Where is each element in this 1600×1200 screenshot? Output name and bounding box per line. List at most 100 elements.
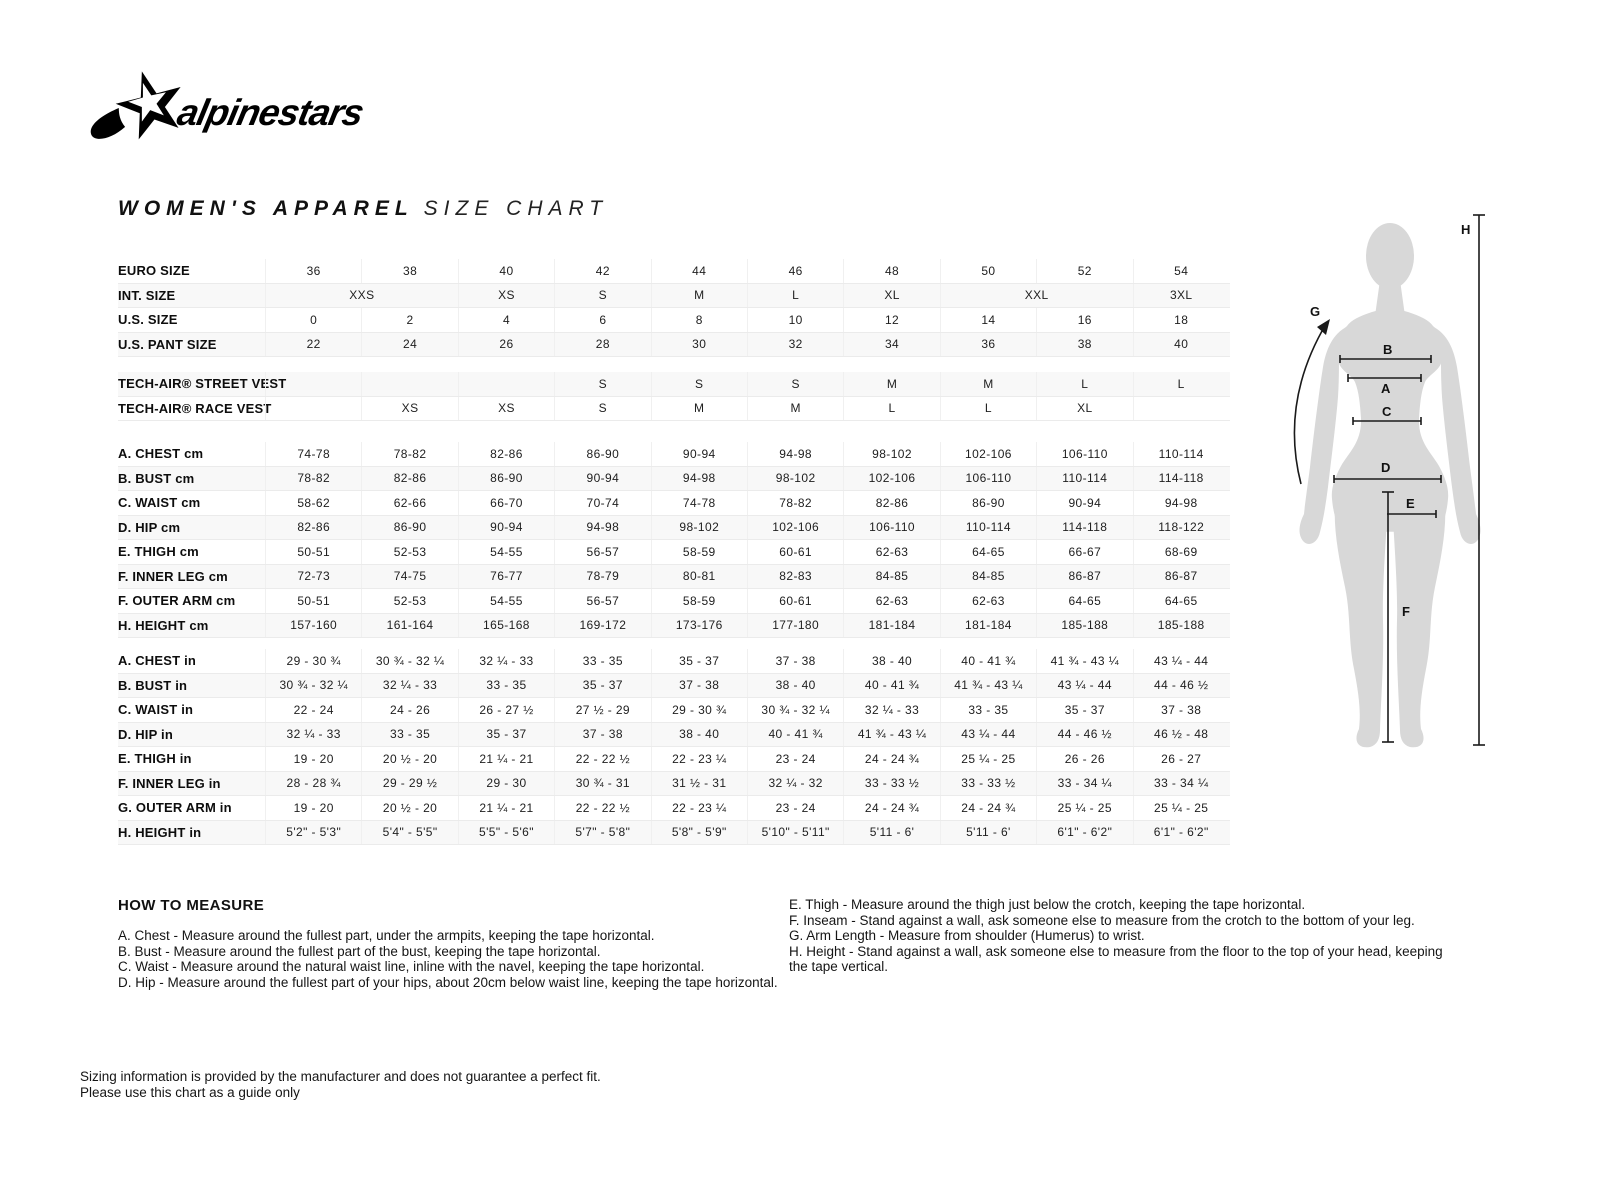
size-cell: 68-69 <box>1132 540 1229 564</box>
size-cell: 36 <box>265 259 361 283</box>
size-cell: 32 ¼ - 33 <box>457 649 554 673</box>
size-cell: 31 ½ - 31 <box>650 771 747 795</box>
size-cell: 56-57 <box>554 589 650 613</box>
table-row: B. BUST in 30 ¾ - 32 ¼ 32 ¼ - 33 33 - 35 35 … <box>118 673 1230 698</box>
size-cell: 52 <box>1036 259 1132 283</box>
row-label: TECH-AIR® STREET VEST <box>118 376 287 392</box>
table-row: EURO SIZE 36 38 40 42 44 46 48 50 52 54 <box>118 259 1230 284</box>
size-cell: 19 - 20 <box>265 747 361 771</box>
row-label: A. CHEST in <box>118 653 197 669</box>
size-cell: 37 - 38 <box>650 673 747 697</box>
row-label: H. HEIGHT in <box>118 824 202 840</box>
size-cell: 44 <box>650 259 747 283</box>
size-cell: 177-180 <box>746 613 843 637</box>
size-cell: 38 <box>361 259 457 283</box>
size-cell: 102-106 <box>939 442 1036 466</box>
size-cell: 102-106 <box>746 515 843 539</box>
size-cell: 94-98 <box>554 515 650 539</box>
size-cell: 40 - 41 ¾ <box>939 649 1036 673</box>
size-cell: 157-160 <box>265 613 361 637</box>
size-cell: 30 ¾ - 32 ¼ <box>746 698 843 722</box>
row-label: F. INNER LEG cm <box>118 568 228 584</box>
size-cell: 78-79 <box>554 564 650 588</box>
disclaimer-line-1: Sizing information is provided by the ma… <box>80 1069 601 1084</box>
size-cell: 20 ½ - 20 <box>361 747 457 771</box>
size-cell: 94-98 <box>746 442 843 466</box>
size-cell: 90-94 <box>650 442 747 466</box>
size-cell: 82-83 <box>746 564 843 588</box>
size-cell: L <box>1036 372 1132 396</box>
size-cell: 25 ¼ - 25 <box>939 747 1036 771</box>
row-label: E. THIGH cm <box>118 544 199 560</box>
size-cell: 86-90 <box>361 515 457 539</box>
size-cell: 181-184 <box>843 613 939 637</box>
size-cell: 28 <box>554 332 650 356</box>
size-cell: 21 ¼ - 21 <box>457 796 554 820</box>
size-cell: 26 - 26 <box>1036 747 1132 771</box>
size-cell: 48 <box>843 259 939 283</box>
row-label: C. WAIST in <box>118 702 194 718</box>
size-cell: S <box>554 396 650 420</box>
size-cell: 16 <box>1036 308 1132 332</box>
size-cell: 74-75 <box>361 564 457 588</box>
size-cell: 32 ¼ - 33 <box>843 698 939 722</box>
size-cell: 50 <box>939 259 1036 283</box>
size-cell: 46 ½ - 48 <box>1132 722 1229 746</box>
size-cell: 169-172 <box>554 613 650 637</box>
size-cell: 54 <box>1132 259 1229 283</box>
row-label: H. HEIGHT cm <box>118 617 209 633</box>
page-title-sub: SIZE CHART <box>423 197 609 220</box>
measure-instruction: E. Thigh - Measure around the thigh just… <box>789 897 1306 912</box>
figure-label-H: H <box>1461 222 1470 237</box>
size-cell: 23 - 24 <box>746 796 843 820</box>
row-label: G. OUTER ARM in <box>118 800 232 816</box>
size-cell: 4 <box>457 308 554 332</box>
row-label: E. THIGH in <box>118 751 192 767</box>
size-cell: 32 ¼ - 33 <box>361 673 457 697</box>
size-cell: 33 - 35 <box>554 649 650 673</box>
table-row: U.S. PANT SIZE 22 24 26 28 30 32 34 36 38 40 <box>118 332 1230 357</box>
size-cell: XXL <box>939 283 1133 307</box>
table-row: A. CHEST cm 74-78 78-82 82-86 86-90 90-94 94-9… <box>118 442 1230 467</box>
size-cell: 14 <box>939 308 1036 332</box>
size-cell: 22 <box>265 332 361 356</box>
size-cell: 56-57 <box>554 540 650 564</box>
size-cell: 58-62 <box>265 491 361 515</box>
table-row: TECH-AIR® RACE VEST XS XS S M M L L XL <box>118 396 1230 421</box>
size-cell: 98-102 <box>843 442 939 466</box>
size-cell: XL <box>1036 396 1132 420</box>
size-cell: 33 - 33 ½ <box>843 771 939 795</box>
size-cell: 30 ¾ - 32 ¼ <box>265 673 361 697</box>
row-label: B. BUST cm <box>118 470 195 486</box>
table-row: H. HEIGHT in 5'2" - 5'3" 5'4" - 5'5" 5'5" -… <box>118 820 1230 845</box>
size-cell: XS <box>457 283 554 307</box>
size-cell: 173-176 <box>650 613 747 637</box>
figure-label-A: A <box>1381 381 1391 396</box>
size-cell: 181-184 <box>939 613 1036 637</box>
size-cell: 44 - 46 ½ <box>1132 673 1229 697</box>
size-cell: 37 - 38 <box>554 722 650 746</box>
size-cell: 6'1" - 6'2" <box>1132 820 1229 844</box>
size-cell: 29 - 30 <box>457 771 554 795</box>
size-table: EURO SIZE 36 38 40 42 44 46 48 50 52 54 INT. SIZE XX… <box>118 259 1230 845</box>
size-cell: 114-118 <box>1036 515 1132 539</box>
figure-label-C: C <box>1382 404 1392 419</box>
size-cell: 22 - 24 <box>265 698 361 722</box>
table-row: D. HIP in 32 ¼ - 33 33 - 35 35 - 37 37 - 38 3… <box>118 722 1230 747</box>
size-cell: 50-51 <box>265 589 361 613</box>
size-cell: 86-87 <box>1132 564 1229 588</box>
size-cell: 23 - 24 <box>746 747 843 771</box>
size-cell: L <box>1132 372 1229 396</box>
size-cell: 24 - 24 ¾ <box>843 796 939 820</box>
table-row: C. WAIST cm 58-62 62-66 66-70 70-74 74-78 78-8… <box>118 491 1230 516</box>
table-row: C. WAIST in 22 - 24 24 - 26 26 - 27 ½ 27 ½ -… <box>118 698 1230 723</box>
table-section-centimeters: A. CHEST cm 74-78 78-82 82-86 86-90 90-94 94-9… <box>118 442 1230 638</box>
size-cell: 106-110 <box>939 466 1036 490</box>
table-row: G. OUTER ARM in 19 - 20 20 ½ - 20 21 ¼ - 21… <box>118 796 1230 821</box>
size-cell: 20 ½ - 20 <box>361 796 457 820</box>
size-cell: 32 <box>746 332 843 356</box>
disclaimer: Sizing information is provided by the ma… <box>80 1069 601 1101</box>
size-cell: 64-65 <box>1036 589 1132 613</box>
size-cell: 66-67 <box>1036 540 1132 564</box>
how-to-measure-right-column: E. Thigh - Measure around the thigh just… <box>789 897 1461 975</box>
